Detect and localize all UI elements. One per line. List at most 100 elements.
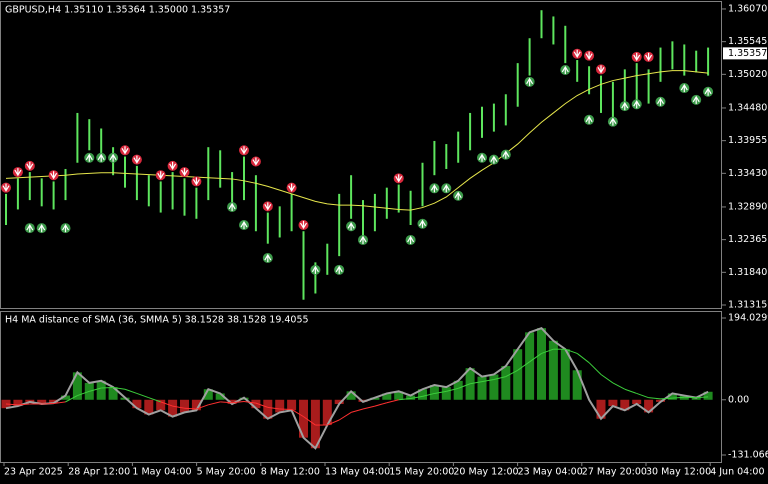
x-tick-label: 15 May 20:00 <box>389 467 454 478</box>
histogram-bar <box>215 393 225 400</box>
signal-line <box>291 409 304 418</box>
histogram-bar <box>108 387 118 400</box>
signal-arrow <box>288 183 296 192</box>
signal-arrow <box>692 95 700 104</box>
sell-signal <box>24 160 35 171</box>
histogram-bar <box>72 372 82 400</box>
signal-line <box>696 396 709 399</box>
signal-arrow <box>609 117 617 126</box>
buy-signal <box>24 223 35 234</box>
buy-signal <box>524 76 535 87</box>
histogram-bar <box>227 399 237 404</box>
x-tick-label: 23 Apr 2025 <box>4 467 63 478</box>
buy-signal <box>441 183 452 194</box>
histogram-bar <box>382 393 392 400</box>
histogram-bar <box>477 376 487 400</box>
histogram-bar <box>61 395 70 400</box>
buy-signal <box>405 234 416 245</box>
buy-signal <box>310 264 321 275</box>
sell-signal <box>191 176 202 187</box>
histogram-bar <box>394 391 404 400</box>
y-tick-label: 1.31315 <box>728 300 767 311</box>
signal-arrow <box>656 97 665 106</box>
signal-line <box>208 401 221 406</box>
histogram-bar <box>667 393 677 400</box>
signal-arrow <box>169 161 177 171</box>
signal-line <box>53 401 66 405</box>
histogram-bar <box>703 391 713 400</box>
buy-signal <box>584 114 595 125</box>
signal-line <box>624 388 637 394</box>
histogram-bar <box>132 399 142 409</box>
buy-signal <box>453 190 464 201</box>
signal-arrow <box>2 183 10 192</box>
histogram-bar <box>644 399 654 413</box>
signal-arrow <box>240 146 248 155</box>
signal-line <box>113 387 126 390</box>
main-panel <box>0 1 722 309</box>
x-tick-label: 23 May 04:00 <box>518 467 583 478</box>
signal-arrow <box>50 171 58 180</box>
sell-signal <box>155 170 166 181</box>
histogram-bar <box>453 380 463 400</box>
buy-signal <box>488 154 499 165</box>
signal-arrow <box>26 161 34 171</box>
buy-signal <box>429 183 440 194</box>
histogram-bar <box>322 399 332 426</box>
signal-arrow <box>430 184 438 193</box>
signal-arrow <box>109 153 117 162</box>
buy-signal <box>239 220 249 231</box>
histogram-bar <box>13 399 23 407</box>
sell-signal <box>179 167 190 178</box>
sell-signal <box>262 201 273 212</box>
signal-arrow <box>38 223 46 233</box>
signal-line <box>600 374 614 384</box>
histogram-bar <box>96 380 106 400</box>
signal-line <box>505 369 518 378</box>
signal-arrow <box>264 202 272 211</box>
signal-arrow <box>335 265 343 274</box>
last-price-box <box>723 47 767 60</box>
y-tick-label: 1.33430 <box>728 168 767 179</box>
signal-line <box>243 400 256 404</box>
signal-arrow <box>61 223 70 233</box>
sell-signal <box>239 145 249 156</box>
signal-arrow <box>490 155 498 164</box>
buy-signal <box>560 64 571 75</box>
y-tick-label: 194.0299 <box>728 313 768 324</box>
x-tick-label: 8 May 12:00 <box>261 467 320 478</box>
y-tick-label: 1.32365 <box>728 234 767 245</box>
histogram-bar <box>418 389 427 400</box>
signal-arrow <box>621 101 629 111</box>
signal-arrow <box>633 100 641 109</box>
signal-arrow <box>680 83 688 93</box>
signal-line <box>124 388 138 394</box>
sell-signal <box>1 182 11 193</box>
sell-signal <box>596 64 606 75</box>
x-tick-label: 5 May 20:00 <box>197 467 256 478</box>
signal-line <box>65 395 78 403</box>
histogram-bar <box>346 391 356 400</box>
buy-signal <box>607 116 618 127</box>
signal-arrow <box>418 219 427 228</box>
signal-arrow <box>502 150 510 159</box>
main-title: GBPUSD,H4 1.35110 1.35364 1.35000 1.3535… <box>5 5 230 16</box>
signal-line <box>660 397 673 400</box>
histogram-bar <box>406 395 416 400</box>
signal-line <box>77 390 90 397</box>
histogram-bar <box>537 328 546 400</box>
signal-arrow <box>97 153 105 162</box>
sell-signal <box>298 220 309 231</box>
signal-line <box>636 392 649 399</box>
signal-line <box>172 405 185 409</box>
plot-layer <box>1 10 714 450</box>
sell-signal <box>572 48 583 59</box>
signal-line <box>458 383 471 389</box>
signal-arrow <box>597 65 605 74</box>
buy-signal <box>227 201 238 212</box>
signal-line <box>588 362 602 375</box>
signal-line <box>196 404 209 410</box>
buy-signal <box>84 152 95 163</box>
signal-line <box>446 387 459 392</box>
